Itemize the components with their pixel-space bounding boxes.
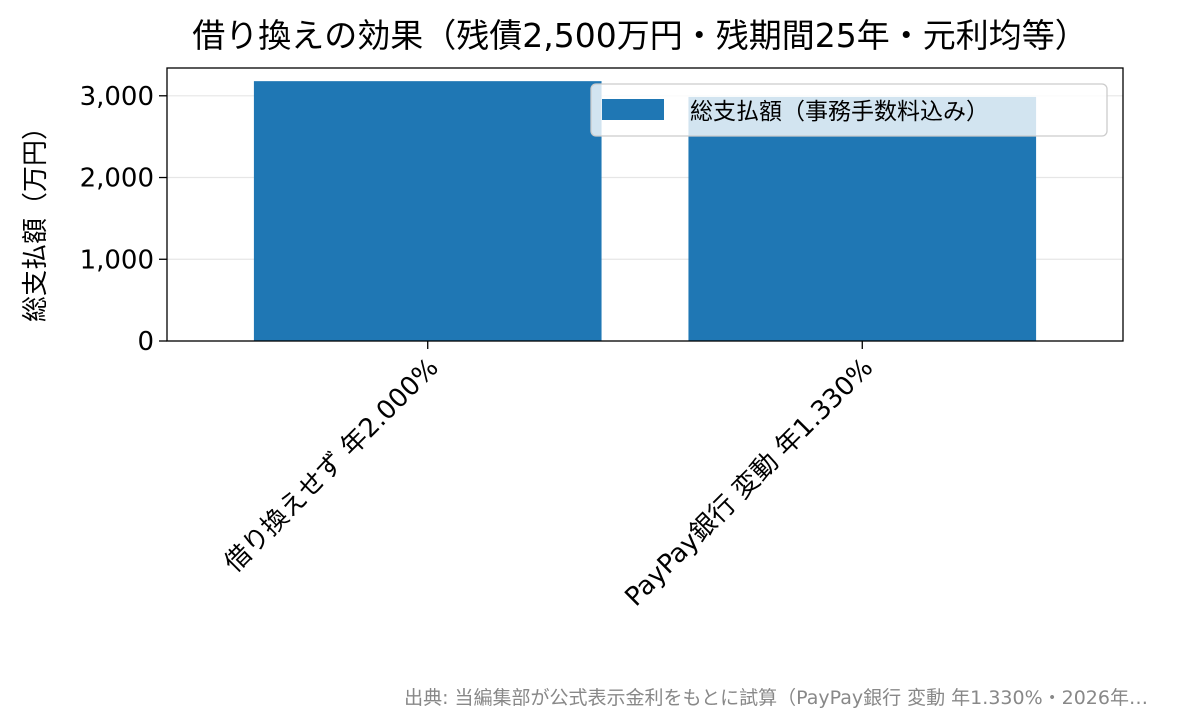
legend: 総支払額（事務手数料込み）: [590, 83, 1108, 137]
y-tick-label: 3,000: [80, 82, 154, 112]
y-axis: 0 1,000 2,000 3,000: [80, 82, 167, 357]
bar: [253, 81, 602, 342]
legend-swatch: [602, 99, 664, 120]
y-tick-label: 2,000: [80, 164, 154, 194]
x-axis: 借り換えせず 年2.000% PayPay銀行 変動 年1.330%: [219, 341, 879, 612]
x-tick-label: PayPay銀行 変動 年1.330%: [619, 353, 879, 613]
plot-frame: [166, 67, 1124, 342]
legend-label: 総支払額（事務手数料込み）: [690, 99, 989, 125]
y-tick-label: 1,000: [80, 245, 154, 275]
legend-box: [590, 83, 1108, 137]
bars: [253, 81, 1037, 342]
chart-title: 借り換えの効果（残債2,500万円・残期間25年・元利均等）: [192, 16, 1087, 55]
bar: [688, 96, 1037, 342]
y-axis-label: 総支払額（万円）: [21, 114, 51, 322]
x-tick-label: 借り換えせず 年2.000%: [219, 353, 445, 579]
source-note: 出典: 当編集部が公式表示金利をもとに試算（PayPay銀行 変動 年1.330…: [404, 687, 1148, 709]
y-tick-label: 0: [137, 327, 154, 357]
